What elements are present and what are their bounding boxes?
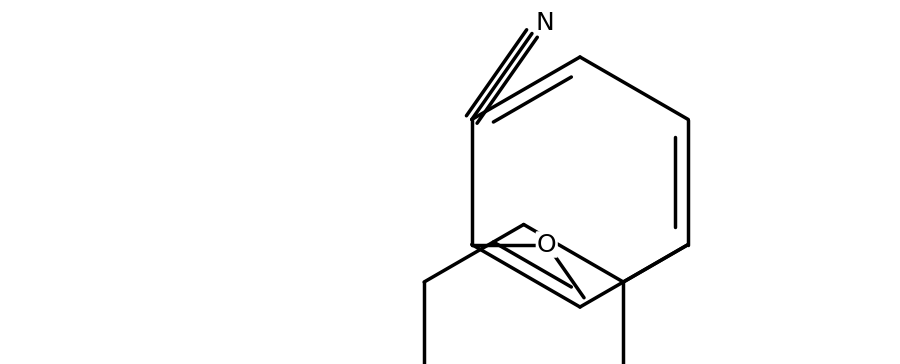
- Text: N: N: [536, 12, 554, 35]
- Text: O: O: [537, 233, 556, 257]
